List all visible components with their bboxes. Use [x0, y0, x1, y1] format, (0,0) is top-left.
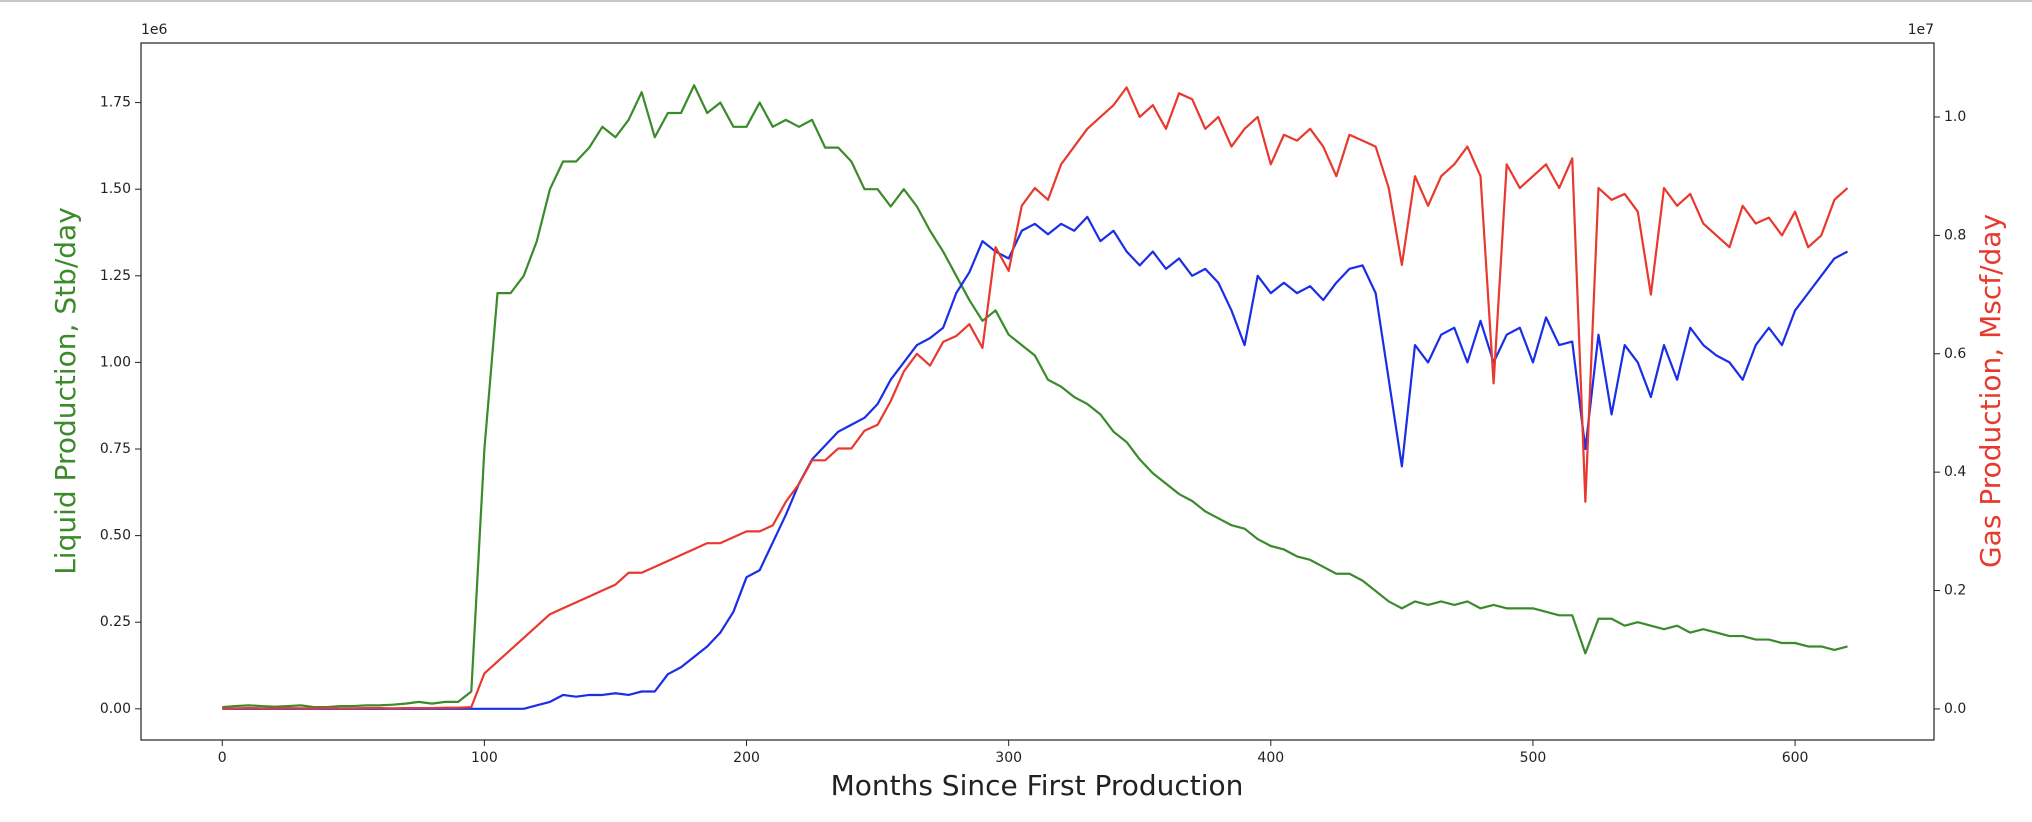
x-tick-label: 600: [1782, 750, 1809, 766]
y2-tick-label: 0.6: [1944, 346, 1966, 362]
series-line: [222, 86, 1849, 710]
x-tick-label: 100: [471, 750, 498, 766]
series-line: [222, 84, 1848, 709]
y-tick-label: 1.00: [100, 354, 131, 370]
x-tick-label: 400: [1257, 750, 1284, 766]
y-tick-label: 1.50: [100, 181, 131, 197]
y-offset-text: 1e6: [141, 22, 168, 38]
y-tick-label: 0.25: [100, 614, 131, 630]
series-line: [222, 215, 1849, 710]
y-axis-title: Liquid Production, Stb/day: [49, 207, 82, 575]
x-tick-label: 200: [733, 750, 760, 766]
y2-tick-label: 0.8: [1944, 227, 1966, 243]
y2-tick-label: 0.2: [1944, 583, 1966, 599]
y2-offset-text: 1e7: [1908, 22, 1934, 38]
y-tick-label: 0.00: [100, 701, 131, 717]
x-tick-label: 500: [1520, 750, 1547, 766]
y2-tick-label: 0.0: [1944, 701, 1966, 717]
x-axis-title: Months Since First Production: [831, 769, 1244, 802]
y-tick-label: 1.75: [100, 95, 131, 111]
y2-axis-title: Gas Production, Mscf/day: [1974, 214, 2007, 568]
plot-frame: [140, 42, 1935, 741]
y-tick-label: 1.25: [100, 268, 131, 284]
y2-tick-label: 1.0: [1944, 109, 1966, 125]
x-tick-label: 300: [995, 750, 1022, 766]
y2-tick-label: 0.4: [1944, 464, 1966, 480]
x-tick-label: 0: [218, 750, 227, 766]
y-tick-label: 0.75: [100, 441, 131, 457]
y-tick-label: 0.50: [100, 528, 131, 544]
